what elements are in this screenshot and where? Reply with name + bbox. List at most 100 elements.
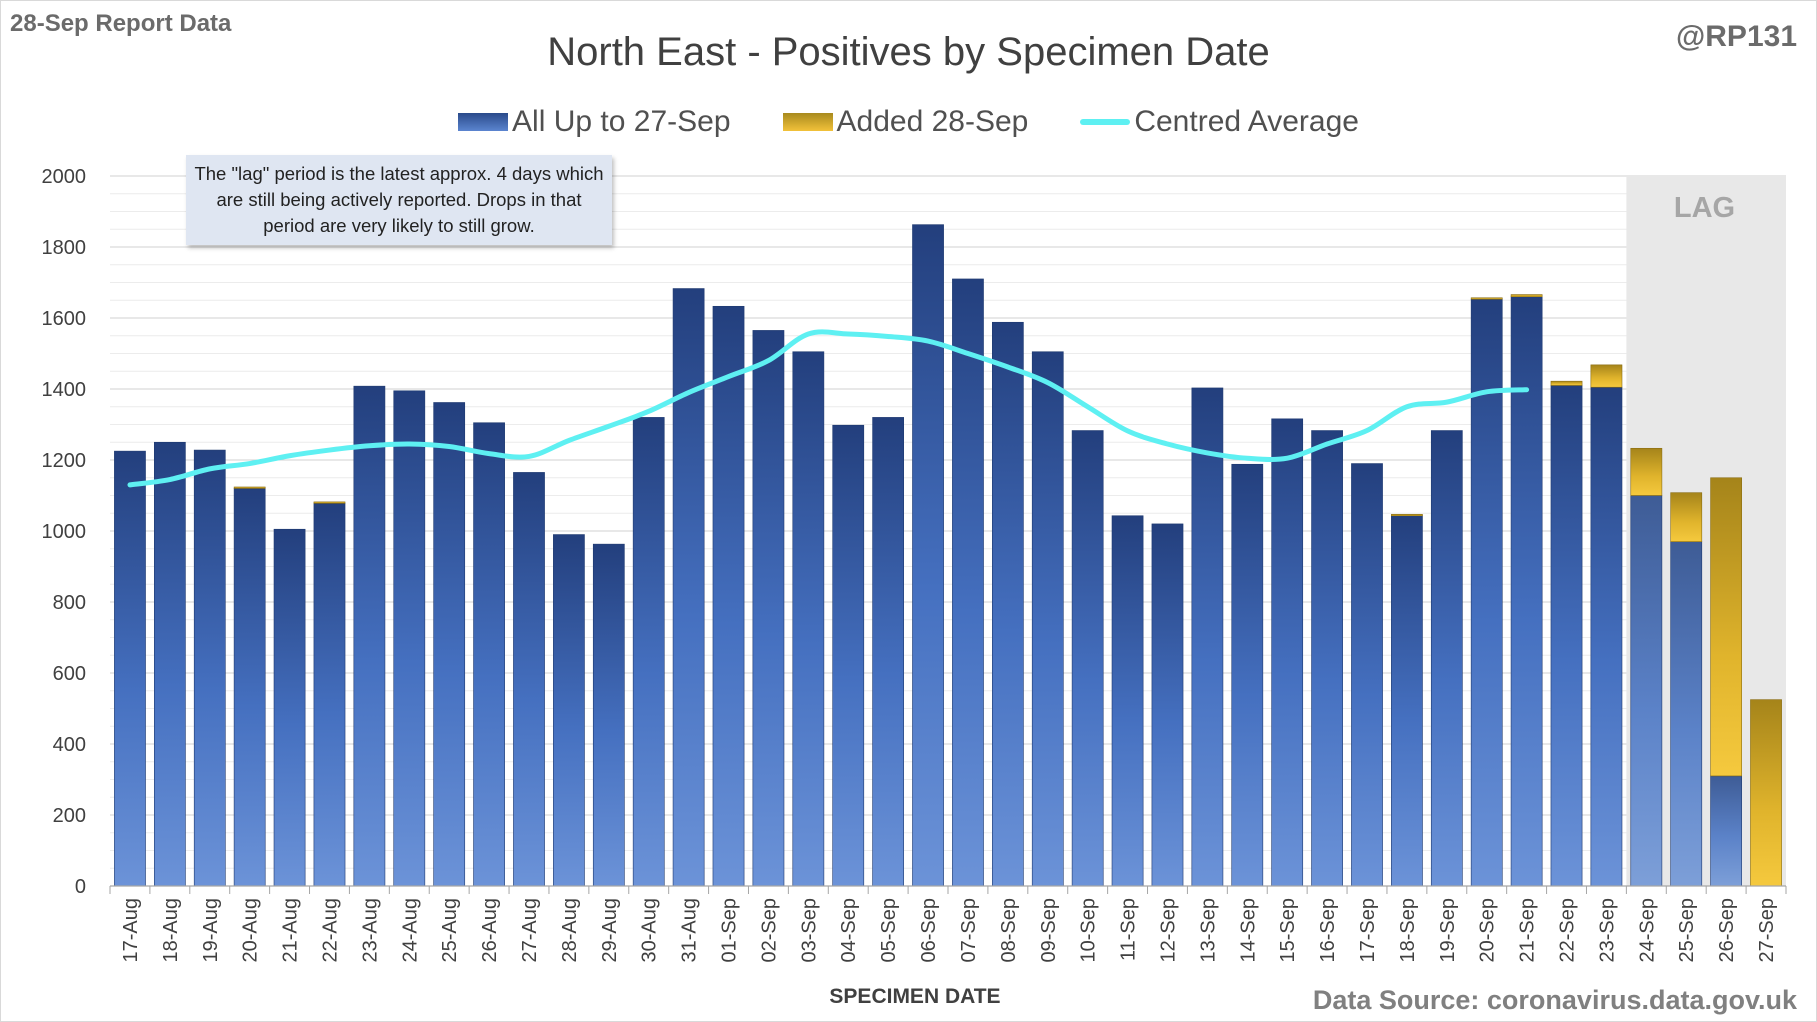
bar-base-14-Sep	[1231, 463, 1264, 887]
bar-base-20-Aug	[233, 488, 266, 887]
bar-base-18-Sep	[1391, 515, 1423, 887]
x-tick-label: 04-Sep	[838, 898, 860, 963]
bar-added-20-Sep	[1470, 297, 1503, 300]
x-axis-title: SPECIMEN DATE	[829, 985, 1001, 1008]
bar-base-22-Aug	[313, 503, 346, 887]
y-tick-label: 2000	[42, 166, 87, 188]
x-tick-label: 05-Sep	[878, 898, 900, 963]
bar-added-21-Sep	[1510, 294, 1543, 298]
bar-base-12-Sep	[1151, 523, 1184, 887]
y-axis: 0 200 400 600 800 1000 1200 1400 1600 1800 2000	[42, 166, 87, 898]
x-tick-label: 18-Aug	[160, 898, 182, 963]
bar-base-18-Aug	[153, 441, 186, 887]
bar-added-18-Sep	[1391, 514, 1423, 517]
legend-item-average: Centred Average	[1080, 105, 1359, 139]
x-tick-label: 17-Sep	[1357, 898, 1379, 963]
y-tick-label: 400	[53, 734, 86, 756]
x-tick-label: 03-Sep	[798, 898, 820, 963]
x-tick-label: 16-Sep	[1317, 898, 1339, 963]
x-tick-label: 10-Sep	[1078, 898, 1100, 963]
report-label: 28-Sep Report Data	[10, 10, 232, 37]
bar-base-26-Sep	[1710, 775, 1743, 887]
legend-item-added: Added 28-Sep	[782, 105, 1028, 139]
bar-base-29-Aug	[592, 543, 625, 887]
bar-base-21-Sep	[1510, 296, 1543, 887]
x-tick-label: 25-Aug	[439, 898, 461, 963]
bar-base-11-Sep	[1111, 515, 1144, 887]
x-tick-label: 24-Aug	[399, 898, 421, 963]
y-tick-label: 200	[53, 805, 86, 827]
x-tick-label: 18-Sep	[1397, 898, 1419, 963]
x-tick-label: 27-Sep	[1756, 898, 1778, 963]
x-tick-label: 22-Sep	[1557, 898, 1579, 963]
bar-base-07-Sep	[952, 278, 984, 887]
x-tick-label: 07-Sep	[958, 898, 980, 963]
x-tick-label: 26-Sep	[1716, 898, 1738, 963]
x-axis: 17-Aug 18-Aug 19-Aug 20-Aug 21-Aug 22-Aug 23-A…	[109, 885, 1787, 963]
x-tick-label: 23-Sep	[1596, 898, 1618, 963]
bar-base-16-Sep	[1311, 430, 1343, 887]
lag-label: LAG	[1673, 192, 1736, 224]
bar-base-13-Sep	[1191, 387, 1224, 887]
author-handle: @RP131	[1676, 20, 1797, 53]
legend-swatch-average	[1080, 119, 1131, 125]
bar-base-06-Sep	[912, 224, 944, 887]
x-tick-label: 20-Aug	[240, 898, 262, 963]
x-tick-label: 20-Sep	[1477, 898, 1499, 963]
bar-added-26-Sep	[1710, 477, 1743, 777]
x-tick-label: 19-Aug	[200, 898, 222, 963]
x-tick-label: 11-Sep	[1118, 898, 1140, 961]
bar-added-27-Sep	[1750, 699, 1782, 887]
average-line	[127, 329, 1530, 488]
bar-base-23-Aug	[353, 385, 386, 887]
legend-swatch-added	[782, 113, 833, 131]
chart-title: North East - Positives by Specimen Date	[547, 30, 1270, 74]
x-tick-label: 25-Sep	[1676, 898, 1698, 963]
x-tick-label: 29-Aug	[599, 898, 621, 963]
x-tick-label: 12-Sep	[1157, 898, 1179, 963]
x-tick-label: 02-Sep	[758, 898, 780, 963]
y-tick-label: 800	[53, 592, 86, 614]
legend-label-all: All Up to 27-Sep	[512, 105, 731, 138]
x-tick-label: 27-Aug	[519, 898, 541, 963]
bar-base-15-Sep	[1271, 418, 1304, 887]
legend-item-all: All Up to 27-Sep	[458, 105, 731, 139]
legend: All Up to 27-Sep Added 28-Sep Centred Av…	[0, 105, 1817, 139]
bar-base-27-Aug	[513, 472, 545, 887]
x-tick-label: 09-Sep	[1038, 898, 1060, 963]
x-tick-label: 06-Sep	[918, 898, 940, 963]
y-tick-label: 1600	[42, 308, 87, 330]
bar-base-09-Sep	[1031, 351, 1064, 887]
bars	[114, 224, 1782, 887]
legend-label-average: Centred Average	[1134, 105, 1359, 138]
bar-base-02-Sep	[752, 330, 785, 887]
bar-base-04-Sep	[832, 424, 865, 887]
bar-added-22-Sep	[1550, 380, 1583, 386]
bar-added-22-Aug	[313, 501, 346, 504]
bar-base-08-Sep	[991, 321, 1024, 887]
data-source: Data Source: coronavirus.data.gov.uk	[1312, 985, 1797, 1015]
gridlines	[110, 175, 1786, 869]
x-tick-label: 14-Sep	[1237, 898, 1259, 963]
x-tick-label: 21-Aug	[280, 898, 302, 963]
bar-base-17-Sep	[1351, 463, 1383, 887]
x-tick-label: 26-Aug	[479, 898, 501, 963]
x-tick-label: 22-Aug	[319, 898, 341, 963]
bar-base-03-Sep	[792, 351, 825, 887]
x-tick-label: 31-Aug	[679, 898, 701, 963]
y-tick-label: 1400	[42, 379, 87, 401]
bar-base-23-Sep	[1590, 386, 1623, 887]
bar-base-22-Sep	[1550, 385, 1583, 887]
bar-base-25-Sep	[1670, 541, 1703, 887]
y-tick-label: 1000	[42, 521, 87, 543]
y-tick-label: 1200	[42, 450, 87, 472]
x-tick-label: 24-Sep	[1636, 898, 1658, 963]
y-tick-label: 1800	[42, 237, 87, 259]
bar-added-24-Sep	[1630, 447, 1663, 496]
bar-added-23-Sep	[1590, 364, 1623, 388]
y-tick-label: 0	[75, 876, 86, 898]
bar-base-26-Aug	[473, 422, 505, 887]
bar-base-21-Aug	[273, 528, 306, 887]
x-tick-label: 08-Sep	[998, 898, 1020, 963]
